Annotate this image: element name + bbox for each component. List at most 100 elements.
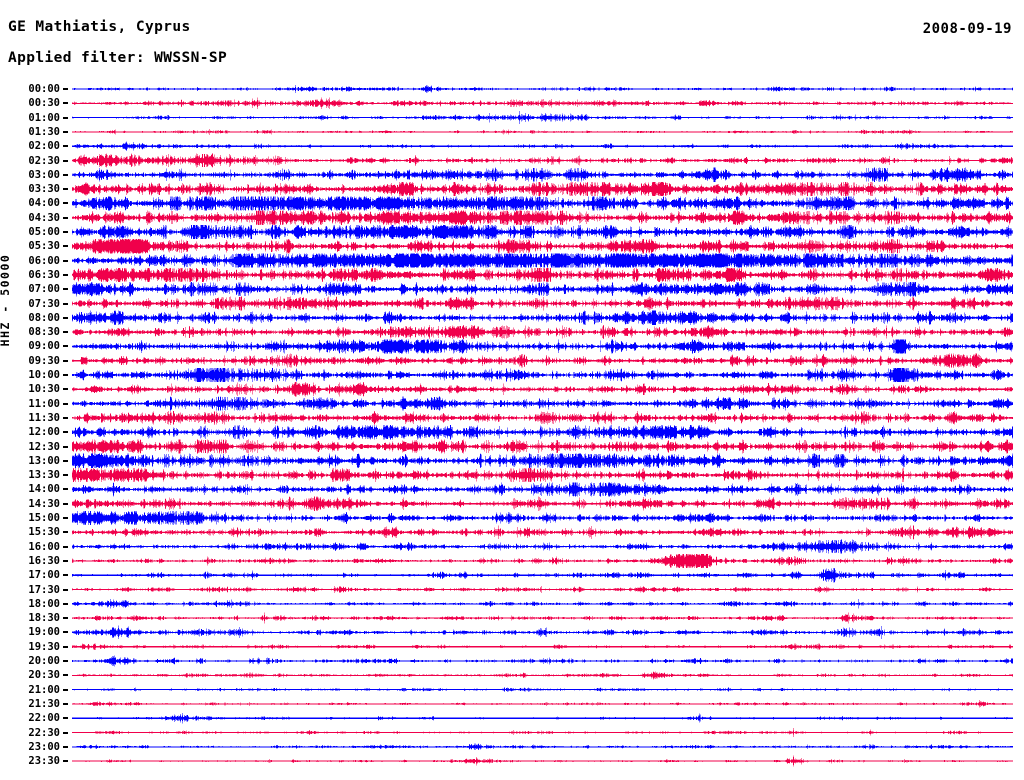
time-row-label-text: 01:00: [28, 111, 60, 124]
axis-tick-mark: [63, 760, 68, 763]
axis-tick-mark: [63, 159, 68, 162]
axis-tick-mark: [63, 531, 68, 534]
time-row-label-text: 00:00: [28, 83, 60, 95]
time-row-label: 00:30: [0, 98, 60, 109]
time-row-label-text: 05:30: [28, 240, 60, 253]
seismic-trace-1400: [72, 482, 1013, 497]
time-row-label-text: 14:30: [28, 497, 60, 510]
seismic-trace-0300: [72, 167, 1013, 182]
time-row-label: 23:00: [0, 742, 60, 753]
time-row-label-text: 17:30: [28, 583, 60, 596]
time-row-label: 01:30: [0, 127, 60, 138]
time-row-label-text: 02:30: [28, 154, 60, 167]
time-row-label-text: 01:30: [28, 125, 60, 138]
time-row-label-text: 13:30: [28, 469, 60, 482]
axis-tick-mark: [63, 288, 68, 291]
time-row-label: 15:30: [0, 527, 60, 538]
seismic-trace-2030: [72, 670, 1013, 681]
seismic-trace-1630: [72, 553, 1013, 568]
axis-tick-mark: [63, 245, 68, 248]
time-row-label: 16:00: [0, 542, 60, 553]
time-row-label: 10:00: [0, 370, 60, 381]
seismic-trace-1030: [72, 382, 1013, 397]
time-row-label: 03:30: [0, 184, 60, 195]
time-row-label: 00:00: [0, 84, 60, 95]
seismic-trace-0600: [72, 253, 1013, 268]
time-row-label: 09:00: [0, 341, 60, 352]
axis-tick-mark: [63, 559, 68, 562]
time-row-label-text: 15:30: [28, 526, 60, 539]
time-row-label: 06:30: [0, 270, 60, 281]
axis-tick-mark: [63, 617, 68, 620]
axis-tick-mark: [63, 102, 68, 105]
time-row-label-text: 19:30: [28, 640, 60, 653]
time-row-label-text: 03:00: [28, 168, 60, 181]
seismic-trace-0130: [72, 128, 1013, 136]
seismic-trace-1700: [72, 568, 1013, 583]
time-row-label-text: 04:00: [28, 197, 60, 210]
time-row-label-text: 14:00: [28, 483, 60, 496]
seismic-trace-0800: [72, 310, 1013, 325]
seismic-trace-1730: [72, 585, 1013, 594]
time-row-label: 15:00: [0, 513, 60, 524]
seismic-trace-1600: [72, 539, 1013, 554]
seismic-trace-1500: [72, 510, 1013, 526]
time-row-label: 05:30: [0, 241, 60, 252]
time-row-label: 21:30: [0, 699, 60, 710]
seismic-trace-1130: [72, 410, 1013, 425]
time-row-label: 06:00: [0, 256, 60, 267]
axis-tick-mark: [63, 574, 68, 577]
axis-tick-mark: [63, 431, 68, 434]
seismic-trace-2130: [72, 699, 1013, 709]
seismic-trace-1100: [72, 396, 1013, 411]
axis-tick-mark: [63, 459, 68, 462]
axis-tick-mark: [63, 273, 68, 276]
axis-tick-mark: [63, 674, 68, 677]
time-row-label: 19:30: [0, 642, 60, 653]
time-row-label: 16:30: [0, 556, 60, 567]
applied-filter-label: Applied filter: WWSSN-SP: [8, 50, 228, 66]
time-row-label-text: 16:00: [28, 540, 60, 553]
axis-tick-mark: [63, 745, 68, 748]
seismic-trace-0830: [72, 325, 1013, 340]
axis-tick-mark: [63, 88, 68, 90]
seismic-trace-1800: [72, 598, 1013, 610]
time-row-label: 03:00: [0, 170, 60, 181]
time-row-label: 17:30: [0, 583, 60, 596]
axis-tick-mark: [63, 130, 68, 133]
axis-tick-mark: [63, 517, 68, 519]
time-row-label: 14:00: [0, 484, 60, 495]
seismic-trace-1230: [72, 439, 1013, 454]
seismic-trace-1000: [72, 367, 1013, 383]
axis-tick-mark: [63, 188, 68, 191]
seismic-trace-2200: [72, 711, 1013, 725]
axis-tick-mark: [63, 345, 68, 348]
seismic-trace-0530: [72, 239, 1013, 254]
time-row-label-text: 22:30: [28, 726, 60, 739]
time-row-label-text: 09:00: [28, 340, 60, 353]
time-row-label-text: 02:00: [28, 140, 60, 153]
time-row-label: 19:00: [0, 627, 60, 638]
time-row-label-text: 17:00: [28, 569, 60, 582]
seismic-trace-1330: [72, 468, 1013, 483]
seismic-trace-0430: [72, 210, 1013, 225]
time-row-label-text: 12:00: [28, 426, 60, 439]
axis-tick-mark: [63, 488, 68, 491]
seismic-trace-1900: [72, 625, 1013, 640]
axis-tick-mark: [63, 645, 68, 648]
seismic-trace-2330: [72, 755, 1013, 767]
axis-tick-mark: [63, 202, 68, 205]
time-row-label: 14:30: [0, 499, 60, 510]
time-row-label: 09:30: [0, 356, 60, 367]
time-row-label: 11:00: [0, 399, 60, 410]
seismic-trace-0230: [72, 153, 1013, 168]
time-row-label-text: 21:00: [28, 683, 60, 696]
axis-tick-mark: [63, 302, 68, 305]
axis-tick-mark: [63, 416, 68, 419]
time-row-label: 18:30: [0, 613, 60, 624]
time-row-label-text: 21:30: [28, 697, 60, 710]
axis-tick-mark: [63, 173, 68, 176]
time-row-label: 11:30: [0, 413, 60, 424]
time-row-label-text: 11:00: [28, 397, 60, 410]
